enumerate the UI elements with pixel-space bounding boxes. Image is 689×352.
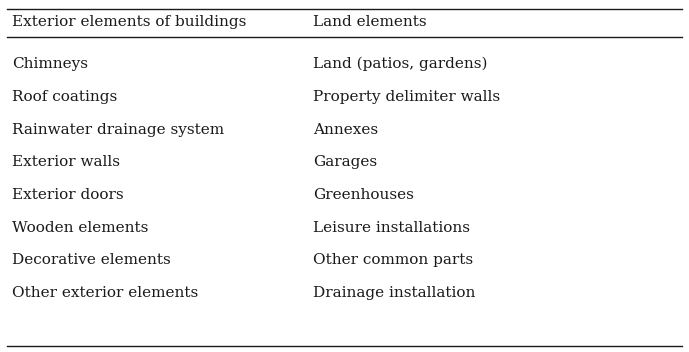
Text: Exterior walls: Exterior walls bbox=[12, 155, 121, 169]
Text: Wooden elements: Wooden elements bbox=[12, 221, 149, 235]
Text: Greenhouses: Greenhouses bbox=[313, 188, 414, 202]
Text: Land (patios, gardens): Land (patios, gardens) bbox=[313, 57, 488, 71]
Text: Land elements: Land elements bbox=[313, 15, 427, 29]
Text: Exterior elements of buildings: Exterior elements of buildings bbox=[12, 15, 247, 29]
Text: Drainage installation: Drainage installation bbox=[313, 286, 476, 300]
Text: Other exterior elements: Other exterior elements bbox=[12, 286, 198, 300]
Text: Leisure installations: Leisure installations bbox=[313, 221, 471, 235]
Text: Annexes: Annexes bbox=[313, 122, 379, 137]
Text: Garages: Garages bbox=[313, 155, 378, 169]
Text: Other common parts: Other common parts bbox=[313, 253, 473, 268]
Text: Decorative elements: Decorative elements bbox=[12, 253, 171, 268]
Text: Exterior doors: Exterior doors bbox=[12, 188, 124, 202]
Text: Chimneys: Chimneys bbox=[12, 57, 88, 71]
Text: Roof coatings: Roof coatings bbox=[12, 90, 118, 104]
Text: Rainwater drainage system: Rainwater drainage system bbox=[12, 122, 225, 137]
Text: Property delimiter walls: Property delimiter walls bbox=[313, 90, 501, 104]
